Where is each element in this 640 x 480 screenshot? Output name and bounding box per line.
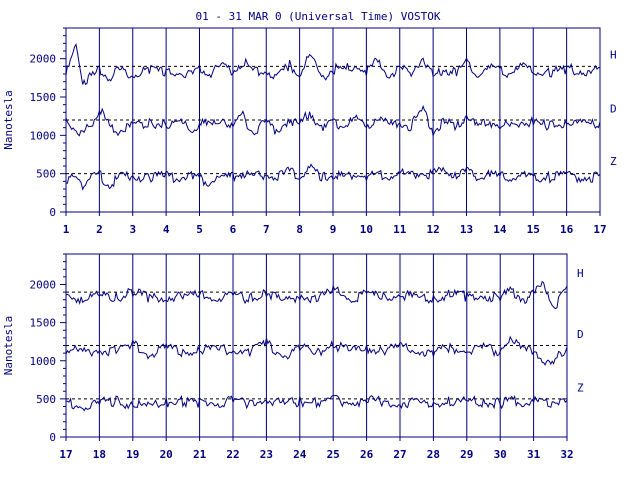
x-tick-label: 29 <box>460 448 473 461</box>
x-tick-label: 20 <box>160 448 173 461</box>
y-axis-label: Nanotesla <box>2 316 15 376</box>
series-label-d: D <box>577 328 584 341</box>
x-tick-label: 21 <box>193 448 207 461</box>
y-tick-label: 0 <box>49 431 56 444</box>
x-tick-label: 3 <box>129 223 136 236</box>
x-tick-label: 25 <box>327 448 340 461</box>
x-tick-label: 16 <box>560 223 574 236</box>
series-line-h <box>65 42 601 86</box>
y-tick-label: 0 <box>49 206 56 219</box>
series-line-d <box>65 104 601 138</box>
y-tick-label: 500 <box>36 393 56 406</box>
x-tick-label: 32 <box>560 448 573 461</box>
x-tick-label: 28 <box>427 448 440 461</box>
series-line-h <box>65 280 568 310</box>
x-tick-label: 8 <box>296 223 303 236</box>
panel-top: 1 2 3 4 5 6 7 8 9 10 11 12 13 14 15 16 17050010001500200… <box>2 27 617 236</box>
x-tick-label: 31 <box>527 448 541 461</box>
y-tick-label: 1500 <box>30 317 57 330</box>
y-tick-label: 1000 <box>30 129 57 142</box>
panel-bottom: 17 18 19 20 21 22 23 24 25 26 27 28 29 30 31 32 0 500 1000… <box>2 253 584 461</box>
x-tick-label: 5 <box>196 223 203 236</box>
x-tick-label: 11 <box>393 223 407 236</box>
series-label-z: Z <box>577 381 584 394</box>
x-tick-label: 9 <box>330 223 337 236</box>
chart-title: 01 - 31 MAR 0 (Universal Time) VOSTOK <box>195 10 440 23</box>
series-label-z: Z <box>610 155 617 168</box>
chart-panels: 1 2 3 4 5 6 7 8 9 10 11 12 13 14 15 16 17050010001500200… <box>2 27 617 461</box>
series-line-d <box>65 335 568 366</box>
y-tick-label: 1000 <box>30 355 57 368</box>
series-label-h: H <box>610 49 617 62</box>
x-tick-label: 15 <box>527 223 540 236</box>
x-tick-label: 19 <box>126 448 139 461</box>
x-tick-label: 17 <box>59 448 72 461</box>
y-tick-label: 1500 <box>30 91 57 104</box>
x-tick-label: 1 <box>63 223 70 236</box>
x-tick-label: 17 <box>593 223 606 236</box>
series-label-d: D <box>610 102 617 115</box>
x-tick-label: 6 <box>230 223 237 236</box>
x-tick-label: 22 <box>226 448 239 461</box>
y-tick-label: 500 <box>36 168 56 181</box>
x-tick-label: 2 <box>96 223 103 236</box>
series-line-z <box>65 163 601 191</box>
x-tick-label: 14 <box>493 223 507 236</box>
y-axis-label: Nanotesla <box>2 90 15 150</box>
x-tick-label: 18 <box>93 448 106 461</box>
x-tick-label: 12 <box>427 223 440 236</box>
x-tick-label: 30 <box>494 448 507 461</box>
x-tick-label: 27 <box>393 448 406 461</box>
x-tick-label: 10 <box>360 223 373 236</box>
x-tick-label: 7 <box>263 223 270 236</box>
x-tick-label: 13 <box>460 223 473 236</box>
x-tick-label: 23 <box>260 448 273 461</box>
x-tick-label: 4 <box>163 223 170 236</box>
y-tick-label: 2000 <box>30 53 57 66</box>
x-tick-label: 24 <box>293 448 307 461</box>
series-label-h: H <box>577 267 584 280</box>
y-tick-label: 2000 <box>30 279 57 292</box>
series-line-z <box>65 394 568 412</box>
x-tick-label: 26 <box>360 448 374 461</box>
